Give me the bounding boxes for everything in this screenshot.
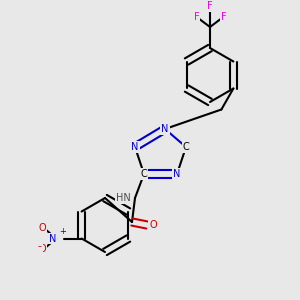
Text: F: F bbox=[221, 11, 226, 22]
Text: C: C bbox=[183, 142, 189, 152]
Text: N: N bbox=[49, 233, 56, 244]
Text: F: F bbox=[207, 1, 213, 11]
Text: O: O bbox=[39, 223, 46, 233]
Text: N: N bbox=[131, 142, 139, 152]
Text: O: O bbox=[39, 244, 46, 254]
Text: C: C bbox=[141, 169, 147, 179]
Text: +: + bbox=[59, 226, 66, 236]
Text: HN: HN bbox=[116, 193, 130, 203]
Text: N: N bbox=[161, 124, 169, 134]
Text: N: N bbox=[173, 169, 181, 179]
Text: F: F bbox=[194, 11, 199, 22]
Text: O: O bbox=[149, 220, 157, 230]
Text: -: - bbox=[38, 241, 42, 251]
